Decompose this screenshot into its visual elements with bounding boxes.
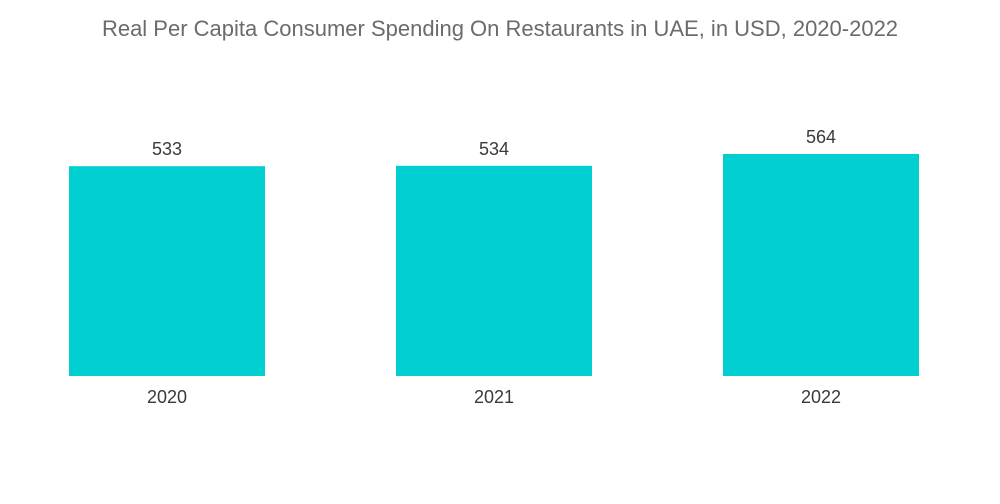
x-tick-label-2022: 2022: [801, 387, 841, 407]
x-tick-label-2021: 2021: [474, 387, 514, 407]
x-tick-label-2020: 2020: [147, 387, 187, 407]
bar-2022: [723, 154, 919, 376]
bar-2021: [396, 165, 592, 376]
x-axis-ticks: 2020 2021 2022: [147, 387, 841, 407]
value-label-2021: 534: [479, 139, 509, 159]
value-label-2022: 564: [806, 127, 836, 147]
bars-layer: [69, 154, 919, 376]
bar-2020: [69, 166, 265, 376]
value-label-2020: 533: [152, 139, 182, 159]
value-labels-layer: 533 534 564: [152, 127, 836, 159]
chart-title: Real Per Capita Consumer Spending On Res…: [101, 16, 899, 41]
